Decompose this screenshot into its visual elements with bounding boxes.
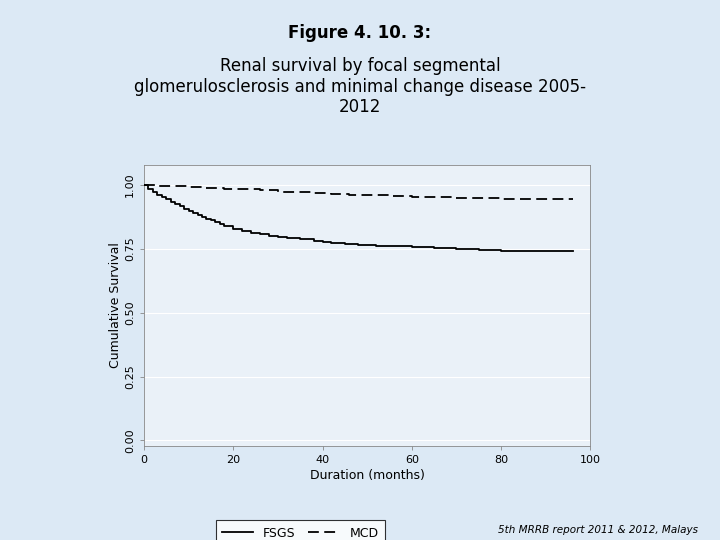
FSGS [282,235,291,241]
MCD [292,189,300,195]
Line: MCD: MCD [144,185,572,199]
MCD [385,193,394,199]
MCD [327,191,336,197]
Legend: FSGS, MCD: FSGS, MCD [215,521,385,540]
MCD [363,191,372,198]
FSGS [256,231,264,238]
MCD [220,185,229,192]
MCD [274,188,282,195]
MCD [153,183,162,189]
MCD [541,196,550,202]
MCD [292,188,300,195]
MCD [474,195,483,201]
MCD [166,183,175,190]
MCD [345,191,354,197]
MCD [202,184,211,191]
MCD [452,194,461,201]
Text: Renal survival by focal segmental
glomerulosclerosis and minimal change disease : Renal survival by focal segmental glomer… [134,57,586,116]
MCD [452,194,461,200]
MCD [256,187,264,194]
FSGS [568,248,577,255]
FSGS [390,242,398,249]
MCD [238,185,246,192]
MCD [345,191,354,198]
MCD [430,193,438,200]
MCD [310,189,318,195]
MCD [310,190,318,196]
Line: FSGS: FSGS [144,185,572,252]
Text: 5th MRRB report 2011 & 2012, Malays: 5th MRRB report 2011 & 2012, Malays [498,524,698,535]
MCD [568,196,577,202]
FSGS [341,239,349,246]
MCD [256,186,264,193]
MCD [274,187,282,194]
MCD [220,185,229,191]
FSGS [430,244,438,251]
MCD [474,194,483,201]
MCD [385,192,394,198]
FSGS [452,246,461,252]
MCD [363,192,372,198]
FSGS [140,182,148,188]
Text: Figure 4. 10. 3:: Figure 4. 10. 3: [289,24,431,42]
MCD [497,195,505,201]
MCD [327,190,336,196]
MCD [238,186,246,193]
MCD [408,193,416,200]
MCD [202,185,211,191]
Y-axis label: Cumulative Survival: Cumulative Survival [109,242,122,368]
FSGS [541,248,550,255]
MCD [153,182,162,188]
MCD [497,195,505,202]
MCD [140,182,148,188]
MCD [166,183,175,189]
MCD [568,196,577,202]
MCD [184,184,193,191]
MCD [541,195,550,202]
MCD [430,194,438,200]
MCD [408,193,416,199]
MCD [184,183,193,190]
X-axis label: Duration (months): Duration (months) [310,469,425,482]
